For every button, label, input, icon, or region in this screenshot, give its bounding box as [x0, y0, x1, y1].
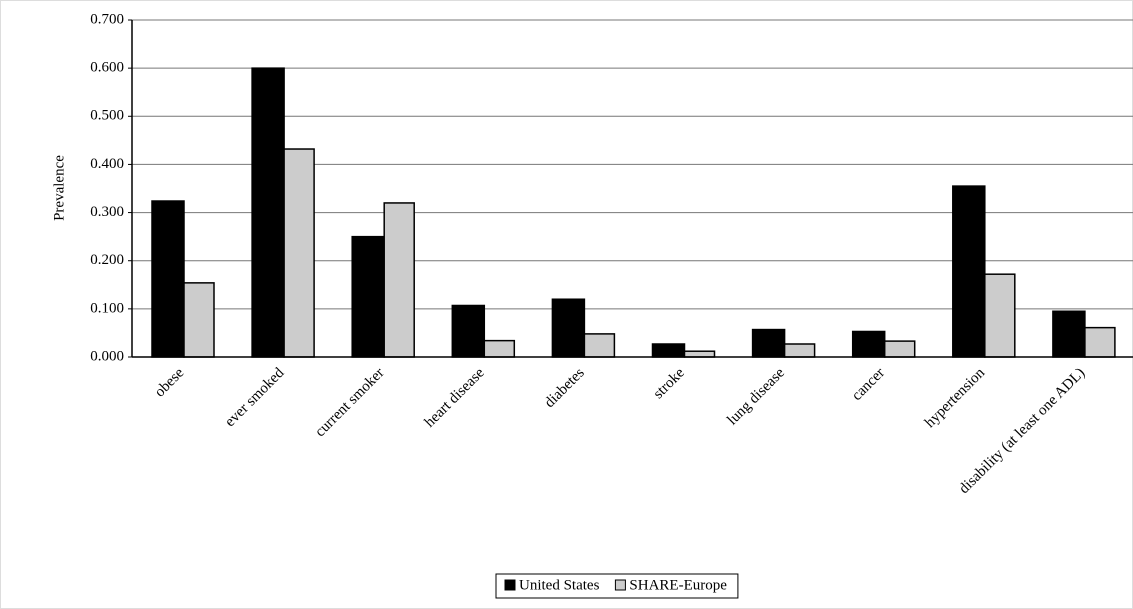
bar [451, 304, 486, 358]
bar [583, 333, 616, 358]
bar [551, 298, 586, 358]
bar [1052, 310, 1086, 358]
y-tick-label: 0.300 [90, 204, 124, 220]
bar [383, 202, 415, 358]
legend-swatch [504, 579, 516, 591]
x-tick-label: diabetes [542, 365, 588, 411]
x-tick-label: stroke [651, 365, 688, 402]
legend: United States SHARE-Europe [495, 573, 739, 599]
legend-box [495, 573, 739, 599]
bar [651, 343, 686, 358]
y-tick-label: 0.200 [90, 252, 124, 268]
y-tick-label: 0.500 [90, 108, 124, 124]
legend-label: SHARE-Europe [629, 577, 727, 593]
bar [751, 328, 786, 358]
x-tick-label: ever smoked [222, 365, 288, 431]
x-tick-label: heart disease [422, 365, 488, 431]
y-tick-label: 0.000 [90, 348, 124, 364]
x-tick-label: cancer [849, 365, 888, 404]
bar [683, 350, 716, 358]
y-axis-label: Prevalence [51, 155, 67, 221]
bar [984, 273, 1016, 358]
y-tick-label: 0.400 [90, 156, 124, 172]
x-tick-label: current smoker [312, 365, 387, 440]
bar [183, 282, 215, 358]
y-tick-label: 0.600 [90, 60, 124, 76]
bar [783, 343, 816, 358]
bar [952, 185, 986, 358]
x-tick-label: hypertension [922, 365, 988, 431]
y-tick-label: 0.700 [90, 11, 124, 27]
legend-label: United States [519, 577, 600, 593]
x-tick-label: lung disease [724, 365, 788, 429]
bar [251, 67, 285, 358]
x-tick-label: obese [152, 365, 188, 401]
bar [151, 200, 185, 358]
legend-swatch [614, 579, 626, 591]
bar [1084, 326, 1116, 358]
bar [883, 340, 916, 358]
bar [283, 148, 315, 358]
y-tick-label: 0.100 [90, 300, 124, 316]
bar [851, 330, 886, 358]
bar [351, 235, 385, 358]
bar [483, 339, 516, 358]
